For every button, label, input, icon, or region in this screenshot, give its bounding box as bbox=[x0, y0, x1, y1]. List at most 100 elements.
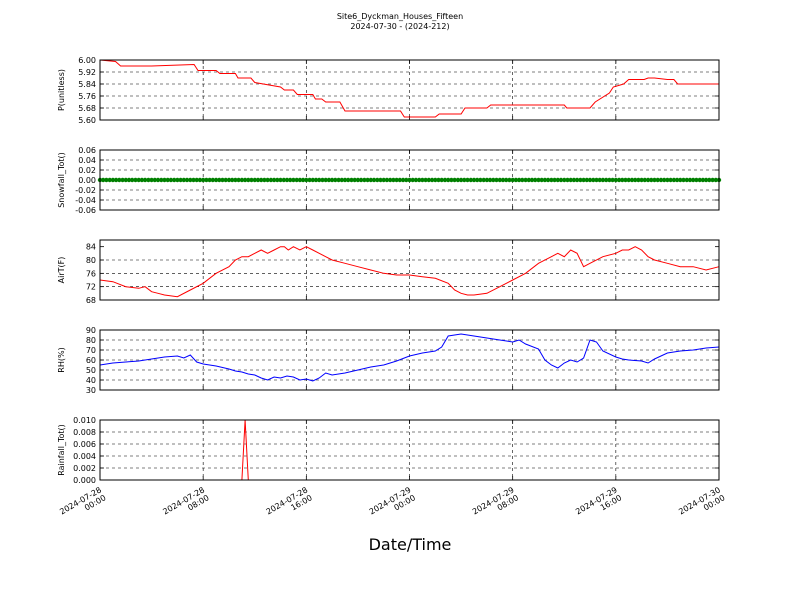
data-point bbox=[242, 177, 248, 183]
data-point bbox=[700, 177, 706, 183]
data-point bbox=[213, 177, 219, 183]
y-tick-label: 60 bbox=[86, 356, 96, 365]
data-point bbox=[226, 177, 232, 183]
data-point bbox=[691, 177, 696, 183]
data-point bbox=[313, 177, 319, 183]
data-point bbox=[152, 177, 157, 183]
data-point bbox=[442, 177, 448, 183]
data-point bbox=[504, 177, 509, 183]
data-point bbox=[658, 177, 664, 183]
data-point bbox=[529, 177, 535, 183]
data-point bbox=[633, 177, 638, 183]
data-point bbox=[400, 177, 406, 183]
data-point bbox=[255, 177, 261, 183]
data-point bbox=[336, 177, 341, 183]
data-point bbox=[197, 177, 203, 183]
data-point bbox=[175, 177, 180, 183]
data-point bbox=[616, 177, 622, 183]
data-point bbox=[455, 177, 461, 183]
data-point bbox=[558, 177, 564, 183]
data-point bbox=[520, 177, 525, 183]
data-point bbox=[423, 177, 428, 183]
data-point bbox=[378, 177, 383, 183]
data-point bbox=[172, 177, 177, 183]
data-point bbox=[149, 177, 154, 183]
data-point bbox=[223, 177, 228, 183]
data-point bbox=[201, 177, 206, 183]
data-point bbox=[188, 177, 193, 183]
data-point bbox=[329, 177, 335, 183]
data-point bbox=[639, 177, 644, 183]
data-point bbox=[268, 177, 274, 183]
data-point bbox=[236, 177, 241, 183]
data-point bbox=[375, 177, 380, 183]
y-tick-label: 84 bbox=[86, 243, 96, 252]
data-point bbox=[358, 177, 364, 183]
data-point bbox=[478, 177, 483, 183]
data-point bbox=[549, 177, 554, 183]
data-point bbox=[391, 177, 396, 183]
data-point bbox=[136, 177, 141, 183]
data-point bbox=[591, 177, 596, 183]
data-point bbox=[304, 177, 309, 183]
data-point bbox=[323, 177, 328, 183]
data-point bbox=[162, 177, 167, 183]
data-point bbox=[220, 177, 225, 183]
y-tick-label: 5.76 bbox=[78, 92, 96, 101]
data-point bbox=[217, 177, 222, 183]
y-tick-label: 76 bbox=[86, 269, 96, 278]
data-point bbox=[381, 177, 386, 183]
figure-subtitle: 2024-07-30 - (2024-212) bbox=[350, 22, 449, 31]
data-point bbox=[362, 177, 367, 183]
panel-frame bbox=[99, 239, 720, 301]
data-point bbox=[713, 177, 718, 183]
data-point bbox=[655, 177, 660, 183]
data-point bbox=[349, 177, 354, 183]
data-point bbox=[300, 177, 306, 183]
data-point bbox=[184, 177, 190, 183]
data-point bbox=[565, 177, 570, 183]
data-point bbox=[101, 177, 106, 183]
y-tick-label: 5.84 bbox=[78, 80, 96, 89]
data-point bbox=[294, 177, 299, 183]
data-point bbox=[388, 177, 393, 183]
data-point bbox=[146, 177, 151, 183]
data-point bbox=[671, 177, 677, 183]
data-point bbox=[281, 177, 286, 183]
y-tick-label: -0.02 bbox=[75, 186, 96, 195]
data-point bbox=[239, 177, 245, 183]
data-point bbox=[104, 177, 109, 183]
data-point bbox=[288, 177, 293, 183]
panels: 5.60 5.68 5.76 5.84 5.92 6.00 P(unitless) -0.06… bbox=[57, 56, 722, 485]
data-point bbox=[681, 177, 686, 183]
data-point bbox=[545, 177, 551, 183]
data-point bbox=[259, 177, 264, 183]
data-point bbox=[246, 177, 251, 183]
y-tick-label: 5.92 bbox=[78, 68, 96, 77]
data-point bbox=[271, 177, 277, 183]
data-point bbox=[452, 177, 457, 183]
data-point bbox=[404, 177, 409, 183]
data-point bbox=[584, 177, 589, 183]
y-axis-label: Snowfall_Tot() bbox=[57, 152, 66, 208]
data-point bbox=[317, 177, 322, 183]
data-point bbox=[610, 177, 615, 183]
data-point bbox=[687, 177, 693, 183]
y-tick-label: 40 bbox=[86, 376, 96, 385]
data-point bbox=[568, 177, 573, 183]
y-axis-label: AirT(F) bbox=[57, 257, 66, 284]
data-point bbox=[623, 177, 628, 183]
data-point bbox=[678, 177, 683, 183]
panel-frame bbox=[99, 59, 720, 121]
data-point bbox=[326, 177, 332, 183]
y-tick-label: 70 bbox=[86, 346, 96, 355]
data-point bbox=[168, 177, 174, 183]
data-point bbox=[436, 177, 441, 183]
data-point bbox=[620, 177, 625, 183]
data-point bbox=[539, 177, 544, 183]
